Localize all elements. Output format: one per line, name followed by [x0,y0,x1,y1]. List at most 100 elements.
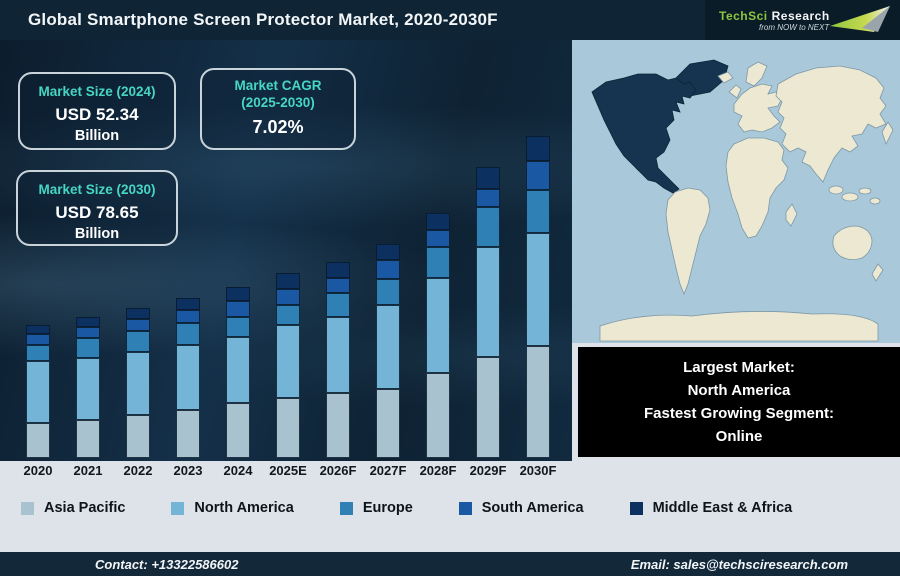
stat-box-market-size-2030: Market Size (2030) USD 78.65 Billion [16,170,178,246]
segment-north-america [426,278,450,373]
x-axis-labels: 2020 2021 2022 2023 2024 2025E 2026F 2027F 2028F… [0,463,572,478]
x-label-2023: 2023 [173,463,203,478]
segment-north-america [326,317,350,393]
segment-europe [426,247,450,278]
segment-middle-east-africa [326,262,350,278]
stat-title: Market Size (2030) [38,182,156,197]
segment-north-america [76,358,100,420]
x-label-2027F: 2027F [369,463,407,478]
footer-email: Email: sales@techsciresearch.com [630,556,848,572]
callout-line: Fastest Growing Segment: [643,405,835,422]
footer-contact: Contact: +13322586602 [95,556,239,572]
segment-europe [276,305,300,325]
segment-middle-east-africa [476,167,500,189]
segment-europe [76,338,100,358]
header-bar: Global Smartphone Screen Protector Marke… [0,0,900,40]
stat-box-market-cagr: Market CAGR (2025-2030) 7.02% [200,68,356,150]
segment-europe [476,207,500,247]
callout-wrap: Largest Market: North America Fastest Gr… [572,345,900,461]
largest-market-callout: Largest Market: North America Fastest Gr… [578,347,900,457]
legend-item-south-america: South America [458,500,584,516]
segment-asia-pacific [226,403,250,458]
bar-2023 [176,298,200,458]
techsci-logo: TechSci Research from NOW to NEXT [705,0,900,40]
logo-arrow-icon [830,6,890,32]
logo-wordmark: TechSci Research [719,9,830,23]
segment-south-america [476,189,500,207]
logo-brand-secondary: Research [771,8,830,23]
callout-line: Largest Market: [683,358,795,376]
logo-tagline: from NOW to NEXT [759,22,830,32]
stat-title: Market Size (2024) [38,84,156,99]
segment-europe [126,331,150,352]
right-column: Largest Market: North America Fastest Gr… [572,40,900,461]
segment-europe [326,293,350,317]
segment-middle-east-africa [276,273,300,289]
segment-north-america [376,305,400,389]
legend-item-north-america: North America [171,500,294,516]
legend-swatch [339,501,353,515]
legend-item-middle-east-africa: Middle East & Africa [629,500,793,516]
legend-label: Middle East & Africa [652,500,793,516]
x-label-2026F: 2026F [319,463,357,478]
x-label-2030F: 2030F [519,463,557,478]
bar-2025E [276,273,300,458]
segment-asia-pacific [426,373,450,458]
segment-middle-east-africa [126,308,150,319]
stat-value: USD 52.34 [55,104,139,124]
segment-asia-pacific [26,423,50,458]
segment-south-america [26,334,50,345]
stat-title-line2: (2025-2030) [241,94,315,110]
segment-south-america [226,301,250,317]
legend-swatch [171,501,185,515]
callout-line: North America [687,381,791,399]
segment-asia-pacific [476,357,500,458]
segment-south-america [126,319,150,331]
x-label-2025E: 2025E [269,463,307,478]
segment-north-america [226,337,250,403]
legend-swatch [629,501,643,515]
bar-2027F [376,244,400,458]
stat-value: USD 78.65 [55,202,139,222]
bar-2024 [226,287,250,458]
x-label-2022: 2022 [123,463,153,478]
x-label-2028F: 2028F [419,463,457,478]
segment-asia-pacific [276,398,300,458]
x-label-2021: 2021 [73,463,103,478]
x-label-2024: 2024 [223,463,253,478]
segment-south-america [326,278,350,293]
bar-2030F [526,136,550,458]
bar-2020 [26,325,50,458]
segment-middle-east-africa [376,244,400,260]
segment-middle-east-africa [76,317,100,327]
legend-label: South America [481,500,584,516]
bar-2029F [476,167,500,458]
segment-north-america [526,233,550,346]
segment-south-america [426,230,450,247]
segment-asia-pacific [126,415,150,458]
legend-swatch [21,501,34,515]
legend-item-asia-pacific: Asia Pacific [21,500,125,516]
legend-label: Europe [362,500,413,516]
stat-title: Market CAGR [234,78,322,93]
segment-asia-pacific [526,346,550,458]
segment-north-america [276,325,300,398]
bar-2021 [76,317,100,458]
segment-north-america [176,345,200,410]
legend-label: North America [194,500,294,516]
segment-europe [376,279,400,305]
segment-middle-east-africa [226,287,250,301]
segment-south-america [526,161,550,190]
segment-europe [26,345,50,361]
callout-line: Online [715,428,763,446]
segment-south-america [276,289,300,305]
segment-asia-pacific [176,410,200,458]
segment-south-america [376,260,400,279]
segment-middle-east-africa [526,136,550,161]
segment-europe [226,317,250,337]
bar-2022 [126,308,150,458]
stat-unit: Billion [74,127,120,144]
segment-europe [526,190,550,233]
x-label-2020: 2020 [23,463,53,478]
chart-legend: Asia Pacific North America Europe South Ame… [0,500,900,516]
